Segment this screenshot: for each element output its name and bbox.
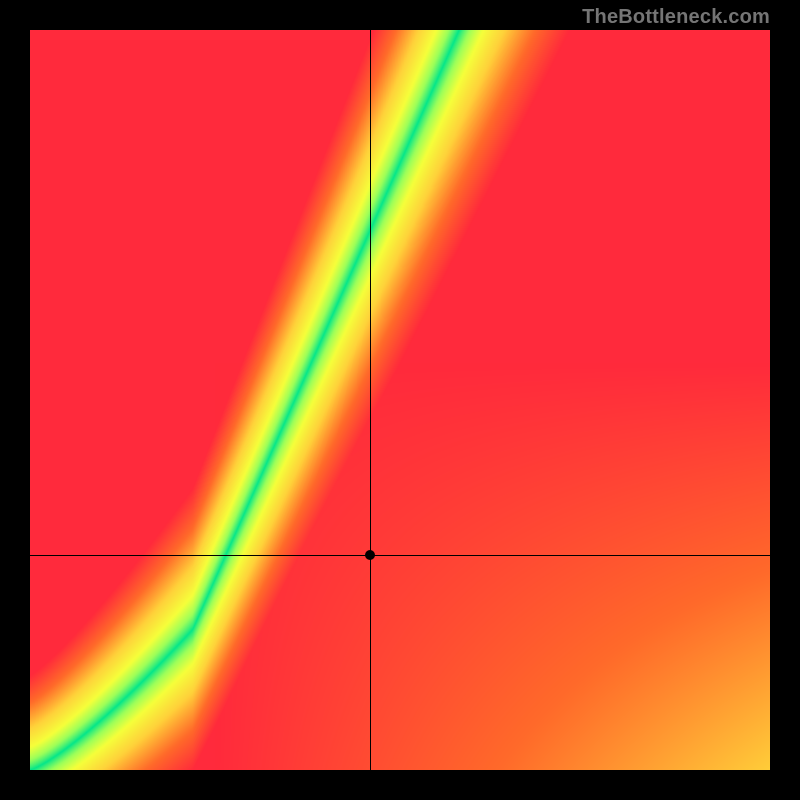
data-point (365, 550, 375, 560)
crosshair-horizontal (30, 555, 770, 556)
heatmap-plot (30, 30, 770, 770)
chart-frame: TheBottleneck.com (0, 0, 800, 800)
watermark-text: TheBottleneck.com (582, 6, 770, 29)
heatmap-canvas (30, 30, 770, 770)
crosshair-vertical (370, 30, 371, 770)
